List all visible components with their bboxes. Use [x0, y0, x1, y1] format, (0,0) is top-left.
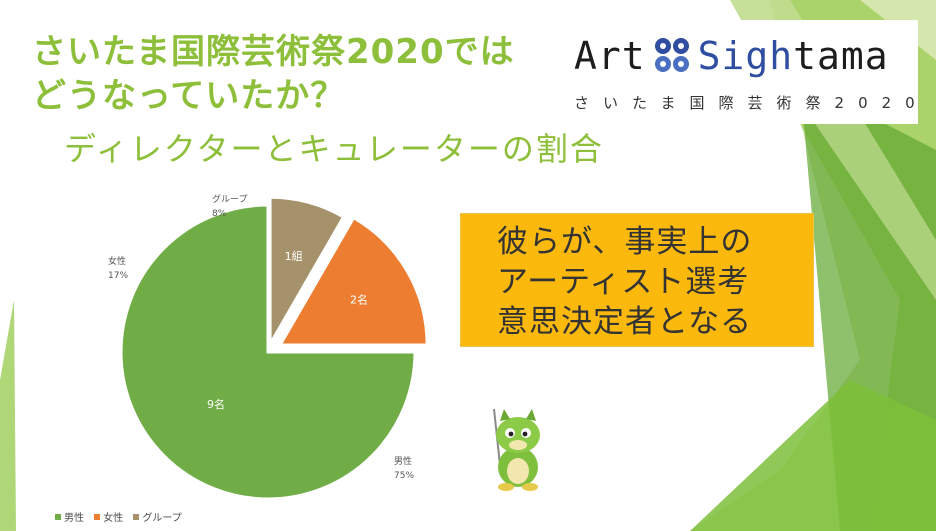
legend-item-group: グループ — [133, 509, 182, 524]
legend-label-female: 女性 — [103, 513, 124, 524]
callout-line-2: アーティスト選考 — [497, 264, 750, 300]
pie-slice-male — [119, 203, 417, 501]
logo-part-3: tama — [793, 34, 889, 78]
butterfly-icon — [654, 38, 689, 72]
art-sightama-logo: Art Sightama さいたま国際芸術祭2020 — [552, 20, 918, 124]
mascot-character — [493, 408, 540, 491]
logo-wordmark: Art Sightama — [574, 34, 889, 78]
legend-swatch-female — [94, 514, 101, 520]
title-line-1: さいたま国際芸術祭2020では — [32, 32, 515, 72]
logo-subtitle: さいたま国際芸術祭2020 — [574, 94, 929, 112]
slide-title: さいたま国際芸術祭2020では どうなっていたか？ — [32, 30, 515, 118]
value-label-male: 9名 — [207, 397, 225, 411]
callout-box: 彼らが、事実上の アーティスト選考 意思決定者となる — [460, 213, 814, 347]
callout-line-3: 意思決定者となる — [497, 304, 753, 340]
legend-label-group: グループ — [142, 513, 182, 524]
percent-label-female: 17% — [108, 271, 128, 281]
percent-label-male: 75% — [394, 471, 414, 481]
legend-item-male: 男性 — [55, 509, 84, 524]
callout-line-1: 彼らが、事実上の — [497, 224, 753, 260]
legend-swatch-group — [133, 514, 140, 520]
value-label-female: 2名 — [350, 292, 368, 306]
logo-part-2: Sigh — [697, 34, 794, 78]
slide-subtitle: ディレクターとキュレーターの割合 — [64, 130, 604, 168]
category-label-female: 女性 — [108, 255, 126, 267]
category-label-male: 男性 — [394, 455, 412, 467]
value-label-group: 1組 — [285, 250, 303, 263]
pie-slice-female — [277, 215, 429, 347]
percent-label-group: 8% — [212, 209, 227, 219]
chart-legend: 男性 女性 グループ — [55, 509, 189, 524]
logo-part-1: Art — [574, 34, 646, 78]
legend-label-male: 男性 — [64, 513, 84, 524]
title-line-2: どうなっていたか？ — [32, 76, 346, 116]
legend-item-female: 女性 — [94, 509, 123, 524]
category-label-group: グループ — [212, 193, 247, 205]
legend-swatch-male — [55, 514, 61, 520]
pie-slice-group — [268, 195, 346, 350]
